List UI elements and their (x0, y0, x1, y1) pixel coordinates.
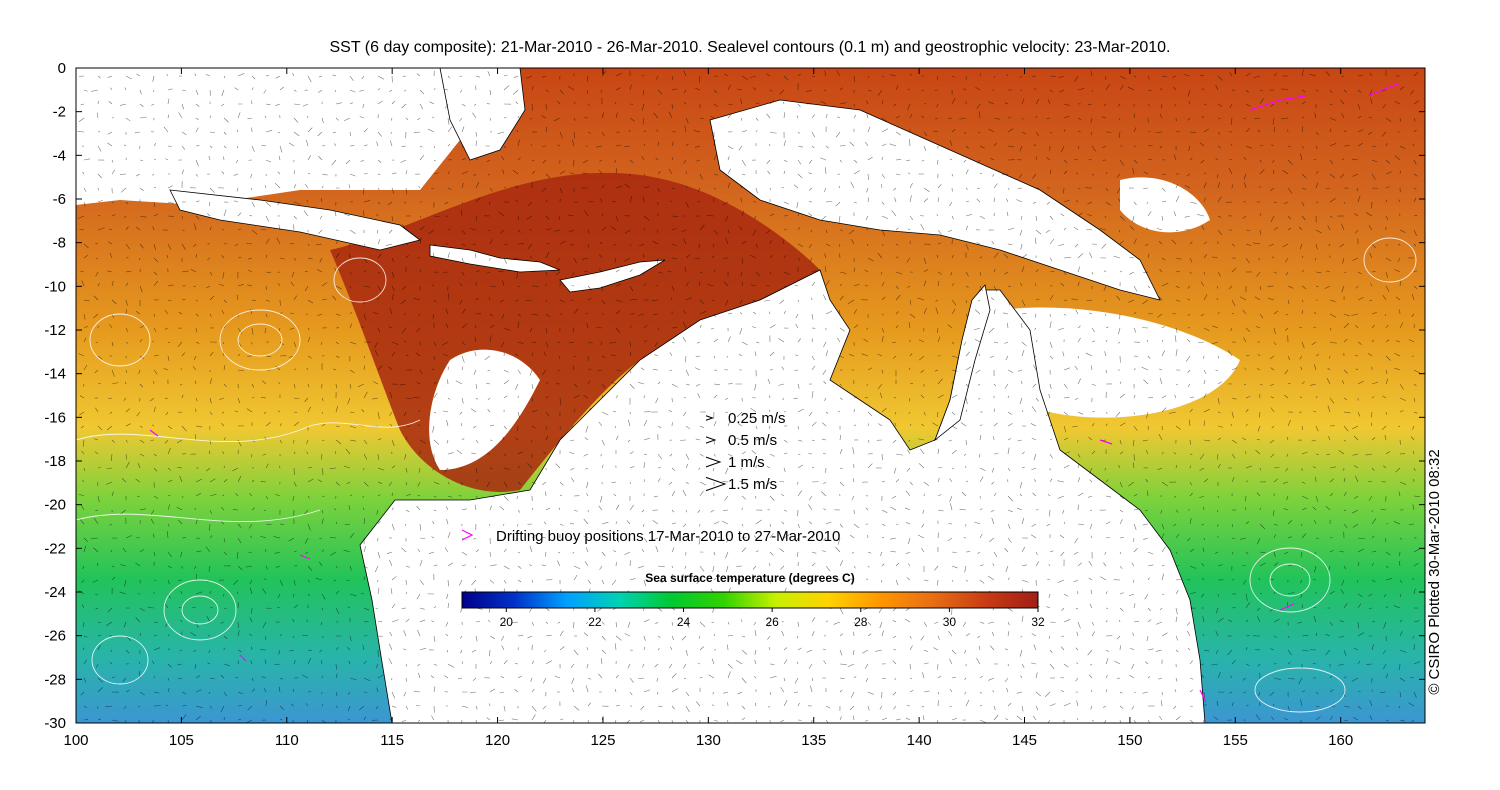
colorbar-bar (461, 591, 1039, 609)
y-tick-label: 0 (58, 60, 66, 77)
y-tick-label: -22 (44, 540, 66, 557)
y-tick-label: -16 (44, 409, 66, 426)
colorbar-tick-label: 30 (943, 615, 957, 629)
buoy-legend-label: Drifting buoy positions 17-Mar-2010 to 2… (496, 528, 840, 545)
buoy-legend-marker (461, 529, 474, 541)
java-island (169, 189, 421, 251)
y-tick-label: -24 (44, 584, 66, 601)
colorbar-tick-label: 22 (588, 615, 602, 629)
x-axis: 100 105 110 115 120 125 130 135 140 145 150 155 160 (63, 68, 1353, 749)
colorbar-tick-label: 28 (854, 615, 868, 629)
y-tick-label: -30 (44, 715, 66, 732)
y-tick-label: -28 (44, 671, 66, 688)
y-axis: 0 -2 -4 -6 -8 -10 -12 -14 -16 -18 -20 -22 -24 -26 -28 -… (44, 60, 1425, 732)
cape-york-peninsula (934, 284, 991, 442)
y-tick-label: -26 (44, 628, 66, 645)
credit-text: © CSIRO Plotted 30-Mar-2010 08:32 (1426, 449, 1443, 694)
y-tick-label: -8 (53, 235, 66, 252)
x-tick-label: 135 (801, 732, 826, 749)
y-tick-label: -6 (53, 191, 66, 208)
y-tick-label: -2 (53, 104, 66, 121)
y-tick-label: -4 (53, 147, 66, 164)
x-tick-label: 125 (590, 732, 615, 749)
velocity-legend-arrow (705, 476, 727, 492)
x-tick-label: 150 (1117, 732, 1142, 749)
velocity-legend-label: 1.5 m/s (728, 476, 777, 493)
x-tick-label: 115 (380, 732, 404, 749)
colorbar-title: Sea surface temperature (degrees C) (645, 571, 854, 585)
velocity-vectors (77, 69, 1421, 723)
y-tick-label: -12 (44, 322, 66, 339)
figure-title: SST (6 day composite): 21-Mar-2010 - 26-… (330, 39, 1171, 56)
colorbar: Sea surface temperature (degrees C) 20 22… (461, 571, 1045, 629)
colorbar-tick-label: 24 (677, 615, 691, 629)
x-tick-label: 110 (275, 732, 299, 749)
x-tick-label: 130 (696, 732, 721, 749)
y-tick-label: -14 (44, 366, 66, 383)
sealevel-contours (76, 237, 1417, 713)
colorbar-ticks: 20 22 24 26 28 30 32 (500, 608, 1045, 629)
lesser-sunda-islands (429, 244, 561, 273)
velocity-legend-arrow (705, 436, 717, 444)
x-tick-label: 105 (169, 732, 194, 749)
y-tick-label: -20 (44, 497, 66, 514)
x-tick-label: 120 (485, 732, 510, 749)
plot-frame (75, 67, 1426, 724)
velocity-legend: 0.25 m/s 0.5 m/s 1 m/s 1.5 m/s (705, 410, 786, 493)
velocity-legend-label: 1 m/s (728, 454, 765, 471)
y-tick-label: -10 (44, 278, 66, 295)
cloud-gaps (76, 68, 1240, 470)
colorbar-tick-label: 20 (500, 615, 514, 629)
velocity-legend-arrow (705, 415, 715, 421)
x-tick-label: 160 (1328, 732, 1353, 749)
velocity-legend-arrow (705, 456, 722, 468)
x-tick-label: 145 (1012, 732, 1037, 749)
buoy-legend: Drifting buoy positions 17-Mar-2010 to 2… (461, 528, 840, 545)
velocity-legend-label: 0.25 m/s (728, 410, 786, 427)
x-tick-label: 140 (907, 732, 932, 749)
colorbar-tick-label: 32 (1031, 615, 1045, 629)
colorbar-tick-label: 26 (765, 615, 779, 629)
x-tick-label: 155 (1223, 732, 1248, 749)
timor-island (559, 259, 666, 293)
velocity-legend-label: 0.5 m/s (728, 432, 777, 449)
y-tick-label: -18 (44, 453, 66, 470)
x-tick-label: 100 (63, 732, 88, 749)
buoy-tracks (149, 82, 1401, 703)
land-masses (169, 67, 1206, 724)
australia-landmass (359, 269, 1206, 724)
new-guinea-landmass (709, 99, 1161, 301)
